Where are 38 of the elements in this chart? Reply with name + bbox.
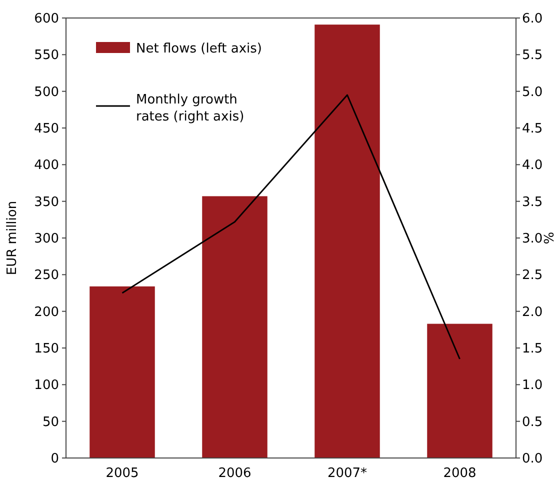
bar	[427, 324, 492, 458]
x-tick-label: 2008	[443, 466, 476, 481]
y-tick-label: 250	[34, 268, 59, 284]
y-tick-label: 450	[34, 122, 59, 137]
y2-tick-label: 2.0	[522, 304, 543, 320]
line-series	[122, 94, 460, 360]
y-tick-label: 300	[34, 232, 59, 247]
y-tick-label: 550	[34, 48, 59, 64]
y-tick-label: 400	[34, 158, 59, 174]
y2-tick-label: 0.5	[522, 414, 543, 430]
bar	[90, 286, 155, 458]
y2-tick-label: 0.0	[522, 452, 543, 467]
y2-tick-label: 3.0	[522, 232, 543, 247]
legend-label: Monthly growth rates (right axis)	[136, 92, 244, 124]
x-tick-label: 2007*	[327, 466, 368, 481]
x-tick-label: 2006	[218, 466, 252, 481]
y-tick-label: 150	[34, 342, 59, 357]
y-tick-label: 100	[34, 378, 59, 394]
y2-tick-label: 5.0	[522, 84, 543, 100]
y2-tick-label: 4.0	[522, 158, 543, 174]
y-axis-title: EUR million	[5, 200, 20, 276]
y-tick-label: 500	[34, 84, 59, 100]
y2-tick-label: 4.5	[522, 122, 543, 137]
y2-tick-label: 1.0	[522, 378, 543, 394]
y-tick-label: 50	[42, 414, 59, 430]
legend-label: Net flows (left axis)	[136, 42, 262, 57]
bar	[202, 196, 268, 458]
y2-tick-label: 2.5	[522, 268, 543, 284]
y-tick-label: 600	[34, 12, 59, 27]
y2-tick-label: 1.5	[522, 342, 543, 357]
x-tick-label: 2005	[106, 466, 139, 481]
bar	[314, 24, 380, 458]
y-tick-label: 0	[50, 452, 59, 467]
y2-tick-label: 5.5	[522, 48, 543, 64]
y-tick-label: 350	[34, 194, 59, 210]
y2-tick-label: 3.5	[522, 194, 543, 210]
y2-tick-label: 6.0	[522, 12, 543, 27]
y-tick-label: 200	[34, 304, 59, 320]
